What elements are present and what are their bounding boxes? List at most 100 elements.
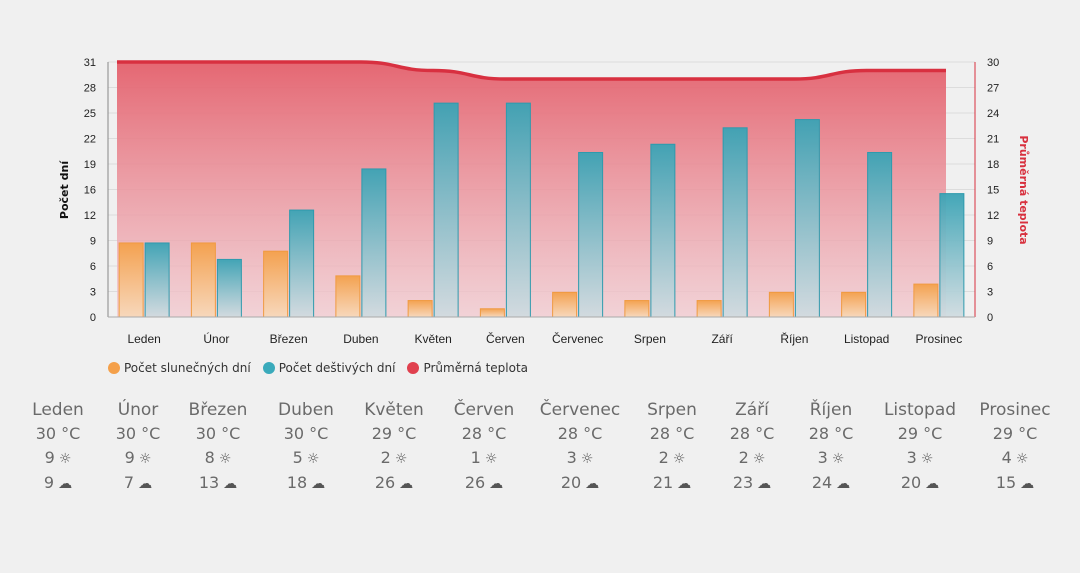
summary-rainy-value: 26 [464, 473, 486, 492]
legend-label-sunny: Počet slunečných dní [124, 361, 251, 375]
sun-icon: ☼ [306, 451, 320, 467]
bar-rainy[interactable] [505, 102, 531, 318]
cloud-rain-icon: ☁ [311, 476, 326, 492]
bar-rainy[interactable] [289, 209, 315, 318]
summary-sunny-value: 9 [44, 448, 55, 467]
cloud-rain-icon: ☁ [1020, 476, 1035, 492]
sun-icon: ☼ [752, 451, 766, 467]
summary-sunny: 3 ☼ [525, 446, 635, 471]
bar-rainy[interactable] [722, 127, 748, 318]
y2-tick-label: 27 [987, 83, 999, 95]
summary-column: Únor 30 °C 9 ☼ 7 ☁ [83, 398, 193, 496]
summary-rainy: 24 ☁ [776, 471, 886, 496]
sun-icon: ☼ [218, 451, 232, 467]
y2-tick-label: 21 [987, 134, 999, 146]
summary-rainy: 20 ☁ [525, 471, 635, 496]
summary-temp: 28 °C [808, 424, 854, 443]
x-tick-label: Leden [127, 332, 160, 346]
bar-sunny[interactable] [263, 250, 289, 318]
summary-month: Srpen [647, 400, 697, 420]
x-tick-label: Září [711, 332, 733, 346]
summary-month: Listopad [883, 400, 957, 420]
summary-sunny-value: 4 [1001, 448, 1012, 467]
summary-month: Duben [278, 400, 334, 420]
bar-rainy[interactable] [216, 258, 242, 318]
summary-rainy-value: 18 [286, 473, 308, 492]
summary-rainy-value: 20 [560, 473, 582, 492]
summary-sunny: 1 ☼ [429, 446, 539, 471]
x-tick-label: Říjen [780, 331, 808, 346]
legend-item-temperature[interactable]: Průměrná teplota [407, 361, 528, 375]
legend-dot-temperature [407, 362, 420, 374]
summary-rainy-value: 23 [732, 473, 754, 492]
summary-column: Prosinec 29 °C 4 ☼ 15 ☁ [960, 398, 1070, 496]
summary-rainy-value: 20 [900, 473, 922, 492]
cloud-rain-icon: ☁ [677, 476, 692, 492]
bar-rainy[interactable] [867, 151, 893, 318]
x-tick-label: Listopad [844, 332, 889, 346]
y-tick-label: 22 [84, 134, 96, 146]
x-tick-label: Červenec [552, 331, 603, 346]
bar-sunny[interactable] [913, 283, 939, 318]
bar-sunny[interactable] [696, 300, 722, 318]
cloud-rain-icon: ☁ [925, 476, 940, 492]
cloud-rain-icon: ☁ [585, 476, 600, 492]
bar-sunny[interactable] [841, 291, 867, 318]
bar-rainy[interactable] [939, 193, 965, 318]
summary-rainy: 18 ☁ [251, 471, 361, 496]
summary-temp: 28 °C [557, 424, 603, 443]
summary-sunny: 2 ☼ [617, 446, 727, 471]
summary-month: Květen [364, 400, 424, 420]
bar-rainy[interactable] [650, 143, 676, 318]
y2-tick-label: 6 [987, 261, 993, 273]
bar-sunny[interactable] [624, 300, 650, 318]
summary-month: Prosinec [979, 400, 1051, 420]
summary-rainy-value: 15 [995, 473, 1017, 492]
x-tick-label: Únor [203, 331, 229, 346]
legend-item-rainy[interactable]: Počet deštivých dní [262, 361, 395, 375]
summary-rainy-value: 7 [123, 473, 135, 492]
bar-rainy[interactable] [361, 168, 387, 318]
x-tick-label: Prosinec [916, 332, 963, 346]
y-tick-label: 6 [90, 261, 96, 273]
y-tick-label: 9 [90, 236, 96, 248]
summary-temp: 30 °C [115, 424, 161, 443]
sun-icon: ☼ [394, 451, 408, 467]
y2-tick-label: 0 [987, 312, 993, 324]
summary-month: Září [735, 400, 769, 420]
summary-rainy: 15 ☁ [960, 471, 1070, 496]
y2-tick-label: 18 [987, 159, 999, 171]
summary-rainy: 26 ☁ [339, 471, 449, 496]
summary-column: Říjen 28 °C 3 ☼ 24 ☁ [776, 398, 886, 496]
summary-sunny-value: 8 [204, 448, 215, 467]
summary-sunny-value: 3 [906, 448, 917, 467]
bar-sunny[interactable] [190, 242, 216, 318]
y2-tick-label: 24 [987, 108, 999, 120]
summary-rainy-value: 9 [43, 473, 55, 492]
summary-month: Březen [188, 400, 248, 420]
summary-sunny: 3 ☼ [776, 446, 886, 471]
bar-rainy[interactable] [433, 102, 459, 318]
bar-rainy[interactable] [578, 151, 604, 318]
summary-rainy-value: 21 [652, 473, 674, 492]
bar-sunny[interactable] [552, 291, 578, 318]
sun-icon: ☼ [1015, 451, 1029, 467]
summary-rainy: 21 ☁ [617, 471, 727, 496]
summary-column: Červen 28 °C 1 ☼ 26 ☁ [429, 398, 539, 496]
bar-sunny[interactable] [118, 242, 144, 318]
bar-sunny[interactable] [335, 275, 361, 318]
y2-tick-label: 3 [987, 287, 993, 299]
summary-temp: 29 °C [992, 424, 1038, 443]
summary-temp: 29 °C [371, 424, 417, 443]
y-tick-label: 12 [84, 210, 96, 222]
legend-item-sunny[interactable]: Počet slunečných dní [108, 361, 251, 375]
bar-sunny[interactable] [768, 291, 794, 318]
summary-rainy: 7 ☁ [83, 471, 193, 496]
y2-tick-label: 15 [987, 185, 999, 197]
bar-rainy[interactable] [794, 119, 820, 318]
bar-sunny[interactable] [407, 300, 433, 318]
summary-month: Červen [453, 400, 515, 420]
bar-sunny[interactable] [479, 308, 505, 318]
summary-temp: 30 °C [35, 424, 81, 443]
bar-rainy[interactable] [144, 242, 170, 318]
